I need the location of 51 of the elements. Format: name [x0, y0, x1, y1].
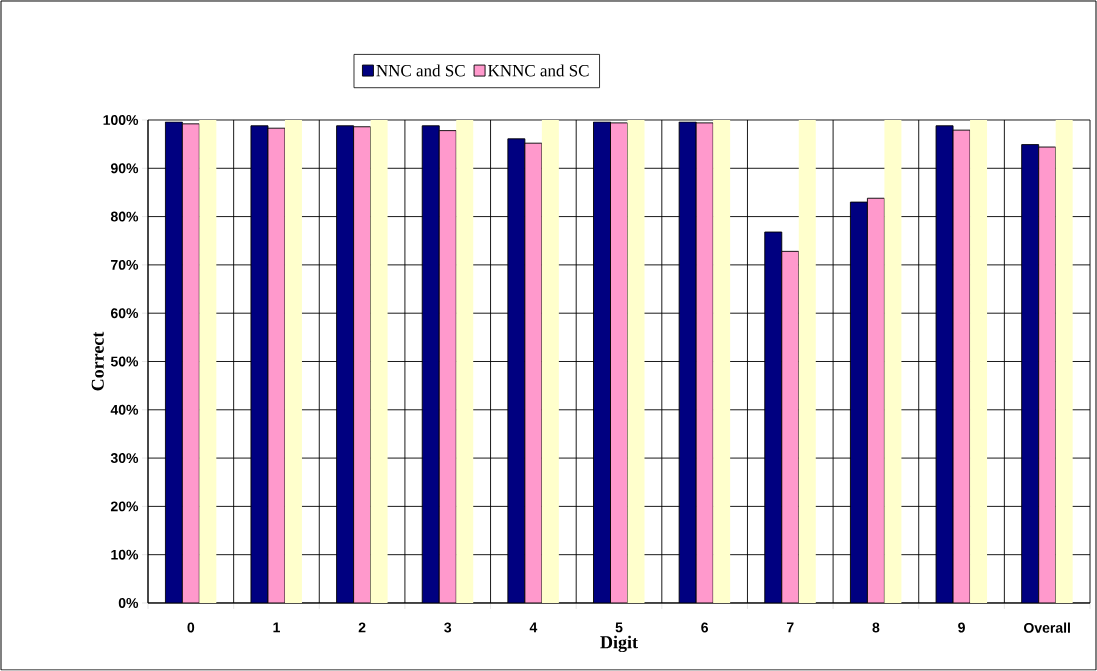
bar [884, 119, 902, 603]
bar [610, 122, 628, 603]
x-tick-label: 2 [358, 622, 366, 633]
bar [284, 119, 302, 603]
x-axis-title: Digit [600, 635, 638, 653]
x-tick-label: 4 [529, 622, 538, 633]
x-tick-label: 8 [872, 622, 880, 633]
bar [456, 119, 474, 603]
y-tick-label: 80% [110, 211, 139, 222]
x-tick-label: 7 [786, 622, 794, 633]
x-tick-label: 6 [701, 622, 709, 633]
y-axis-title: Correct [91, 331, 104, 391]
bar [849, 201, 868, 603]
bar [353, 126, 372, 603]
x-tick-label: Overall [1024, 622, 1070, 633]
y-tick-label: 50% [110, 356, 139, 367]
y-tick-label: 90% [110, 163, 139, 174]
bar [593, 121, 611, 603]
bar [627, 119, 645, 603]
bar [781, 250, 800, 603]
x-tick-label: 9 [958, 622, 965, 633]
y-tick-label: 10% [111, 549, 139, 560]
y-tick-label: 70% [111, 259, 139, 270]
bar [1021, 144, 1040, 603]
bar [541, 119, 559, 603]
bar [438, 130, 457, 603]
bar [421, 125, 440, 603]
bar [764, 231, 783, 603]
y-tick-label: 0% [118, 598, 139, 608]
bar [1055, 119, 1073, 603]
bar [336, 125, 355, 603]
bar [370, 119, 388, 603]
x-tick-label: 1 [273, 622, 280, 633]
y-tick-label: 100% [103, 115, 139, 125]
bar [181, 123, 200, 603]
bar [798, 119, 816, 603]
bar [199, 119, 217, 603]
legend-label: NNC and SC [376, 64, 465, 77]
y-tick-label: 20% [110, 501, 139, 512]
bar [1038, 146, 1057, 603]
y-tick-label: 60% [110, 308, 139, 319]
bar [713, 119, 731, 603]
x-tick-label: 5 [615, 622, 623, 633]
x-tick-label: 0 [187, 622, 195, 633]
bar [970, 119, 988, 603]
x-tick-label: 3 [444, 622, 452, 633]
bar [866, 197, 885, 603]
y-tick-label: 30% [110, 453, 139, 464]
bar [164, 121, 183, 603]
y-tick-label: 40% [110, 404, 139, 415]
legend-label: KNNC and SC [488, 64, 589, 77]
